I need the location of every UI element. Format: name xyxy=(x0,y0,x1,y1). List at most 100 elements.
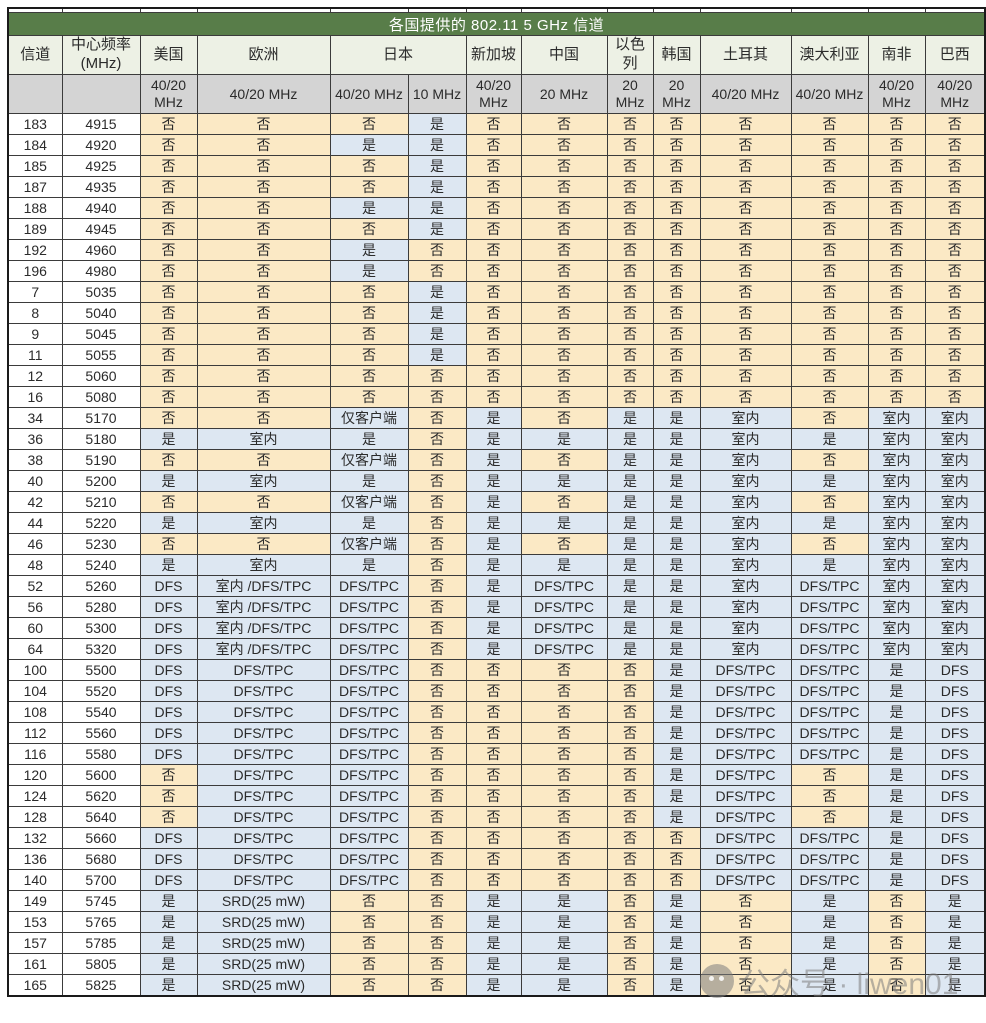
value-cell: 是 xyxy=(520,974,608,997)
value-cell: DFS/TPC xyxy=(520,596,608,618)
bandwidth-header-cell: 40/20 MHz xyxy=(329,74,409,114)
value-cell: 否 xyxy=(407,533,467,555)
frequency-cell: 5765 xyxy=(61,911,141,933)
value-cell: 是 xyxy=(139,470,198,492)
value-cell: 是 xyxy=(407,155,467,177)
value-cell: 否 xyxy=(652,365,701,387)
value-cell: 否 xyxy=(139,155,198,177)
value-cell: 是 xyxy=(652,407,701,429)
value-cell: 否 xyxy=(329,890,409,912)
value-cell: 是 xyxy=(139,428,198,450)
value-cell: 室内 xyxy=(867,512,926,534)
value-cell: 否 xyxy=(652,113,701,135)
value-cell: 是 xyxy=(652,533,701,555)
value-cell: 室内 xyxy=(196,428,331,450)
value-cell: 是 xyxy=(139,890,198,912)
value-cell: 是 xyxy=(520,470,608,492)
value-cell: DFS/TPC xyxy=(329,680,409,702)
value-cell: 是 xyxy=(867,869,926,891)
value-cell: 否 xyxy=(407,554,467,576)
value-cell: 是 xyxy=(867,722,926,744)
value-cell: DFS xyxy=(924,806,986,828)
value-cell: 是 xyxy=(407,218,467,240)
value-cell: 是 xyxy=(790,470,869,492)
value-cell: 是 xyxy=(407,302,467,324)
value-cell: 是 xyxy=(407,134,467,156)
value-cell: 否 xyxy=(790,785,869,807)
value-cell: 否 xyxy=(520,323,608,345)
value-cell: 否 xyxy=(652,344,701,366)
value-cell: DFS/TPC xyxy=(329,827,409,849)
value-cell: 否 xyxy=(790,134,869,156)
value-cell: 是 xyxy=(652,449,701,471)
value-cell: 是 xyxy=(407,281,467,303)
value-cell: 室内 xyxy=(699,596,792,618)
value-cell: 否 xyxy=(606,239,654,261)
value-cell: 否 xyxy=(924,302,986,324)
value-cell: 否 xyxy=(407,764,467,786)
value-cell: 是 xyxy=(606,428,654,450)
value-cell: DFS/TPC xyxy=(699,680,792,702)
value-cell: DFS/TPC xyxy=(699,764,792,786)
value-cell: 否 xyxy=(699,302,792,324)
bandwidth-header-cell: 40/20 MHz xyxy=(196,74,331,114)
value-cell: 否 xyxy=(606,932,654,954)
value-cell: 否 xyxy=(196,176,331,198)
table-row: 128 5640 否 DFS/TPC DFS/TPC 否否否否是 DFS/TPC 否是 DFS xyxy=(7,806,986,828)
value-cell: 否 xyxy=(139,386,198,408)
value-cell: 否 xyxy=(520,260,608,282)
value-cell: 否 xyxy=(790,533,869,555)
table-row: 187 4935 否否否是否否否否否否否否 xyxy=(7,176,986,198)
value-cell: DFS/TPC xyxy=(329,575,409,597)
value-cell: 否 xyxy=(465,659,522,681)
channel-cell: 187 xyxy=(7,176,63,198)
table-title: 各国提供的 802.11 5 GHz 信道 xyxy=(7,12,986,36)
table-row: 38 5190 否否仅客户端否是否是是室内否室内 室内 xyxy=(7,449,986,471)
value-cell: 否 xyxy=(652,155,701,177)
value-cell: 否 xyxy=(699,239,792,261)
channel-cell: 112 xyxy=(7,722,63,744)
frequency-cell: 5785 xyxy=(61,932,141,954)
value-cell: 否 xyxy=(407,407,467,429)
column-header: 日本 xyxy=(329,35,467,75)
value-cell: 否 xyxy=(329,386,409,408)
value-cell: 否 xyxy=(699,197,792,219)
value-cell: 是 xyxy=(329,428,409,450)
value-cell: 否 xyxy=(699,113,792,135)
value-cell: DFS/TPC xyxy=(699,722,792,744)
value-cell: 否 xyxy=(465,344,522,366)
channel-cell: 185 xyxy=(7,155,63,177)
value-cell: 否 xyxy=(407,722,467,744)
channel-cell: 120 xyxy=(7,764,63,786)
value-cell: 否 xyxy=(196,281,331,303)
value-cell: DFS/TPC xyxy=(699,869,792,891)
value-cell: 否 xyxy=(790,449,869,471)
value-cell: 否 xyxy=(606,155,654,177)
value-cell: 否 xyxy=(790,386,869,408)
value-cell: DFS/TPC xyxy=(196,680,331,702)
value-cell: DFS/TPC xyxy=(699,743,792,765)
value-cell: 否 xyxy=(606,764,654,786)
value-cell: 否 xyxy=(196,239,331,261)
value-cell: DFS xyxy=(139,869,198,891)
value-cell: 否 xyxy=(407,827,467,849)
value-cell: 否 xyxy=(790,239,869,261)
value-cell: 是 xyxy=(652,575,701,597)
value-cell: 否 xyxy=(606,323,654,345)
value-cell: 否 xyxy=(520,491,608,513)
value-cell: 否 xyxy=(699,911,792,933)
value-cell: 是 xyxy=(606,617,654,639)
frequency-cell: 5745 xyxy=(61,890,141,912)
value-cell: 否 xyxy=(924,155,986,177)
table-row: 56 5280 DFS 室内 /DFS/TPC DFS/TPC 否是 DFS/TPC 是是室内… xyxy=(7,596,986,618)
value-cell: 否 xyxy=(924,239,986,261)
frequency-cell: 5040 xyxy=(61,302,141,324)
value-cell: 否 xyxy=(520,239,608,261)
value-cell: 室内 /DFS/TPC xyxy=(196,638,331,660)
channel-cell: 48 xyxy=(7,554,63,576)
value-cell: 是 xyxy=(520,554,608,576)
value-cell: 是 xyxy=(520,428,608,450)
frequency-cell: 5080 xyxy=(61,386,141,408)
channel-cell: 7 xyxy=(7,281,63,303)
value-cell: 是 xyxy=(652,722,701,744)
